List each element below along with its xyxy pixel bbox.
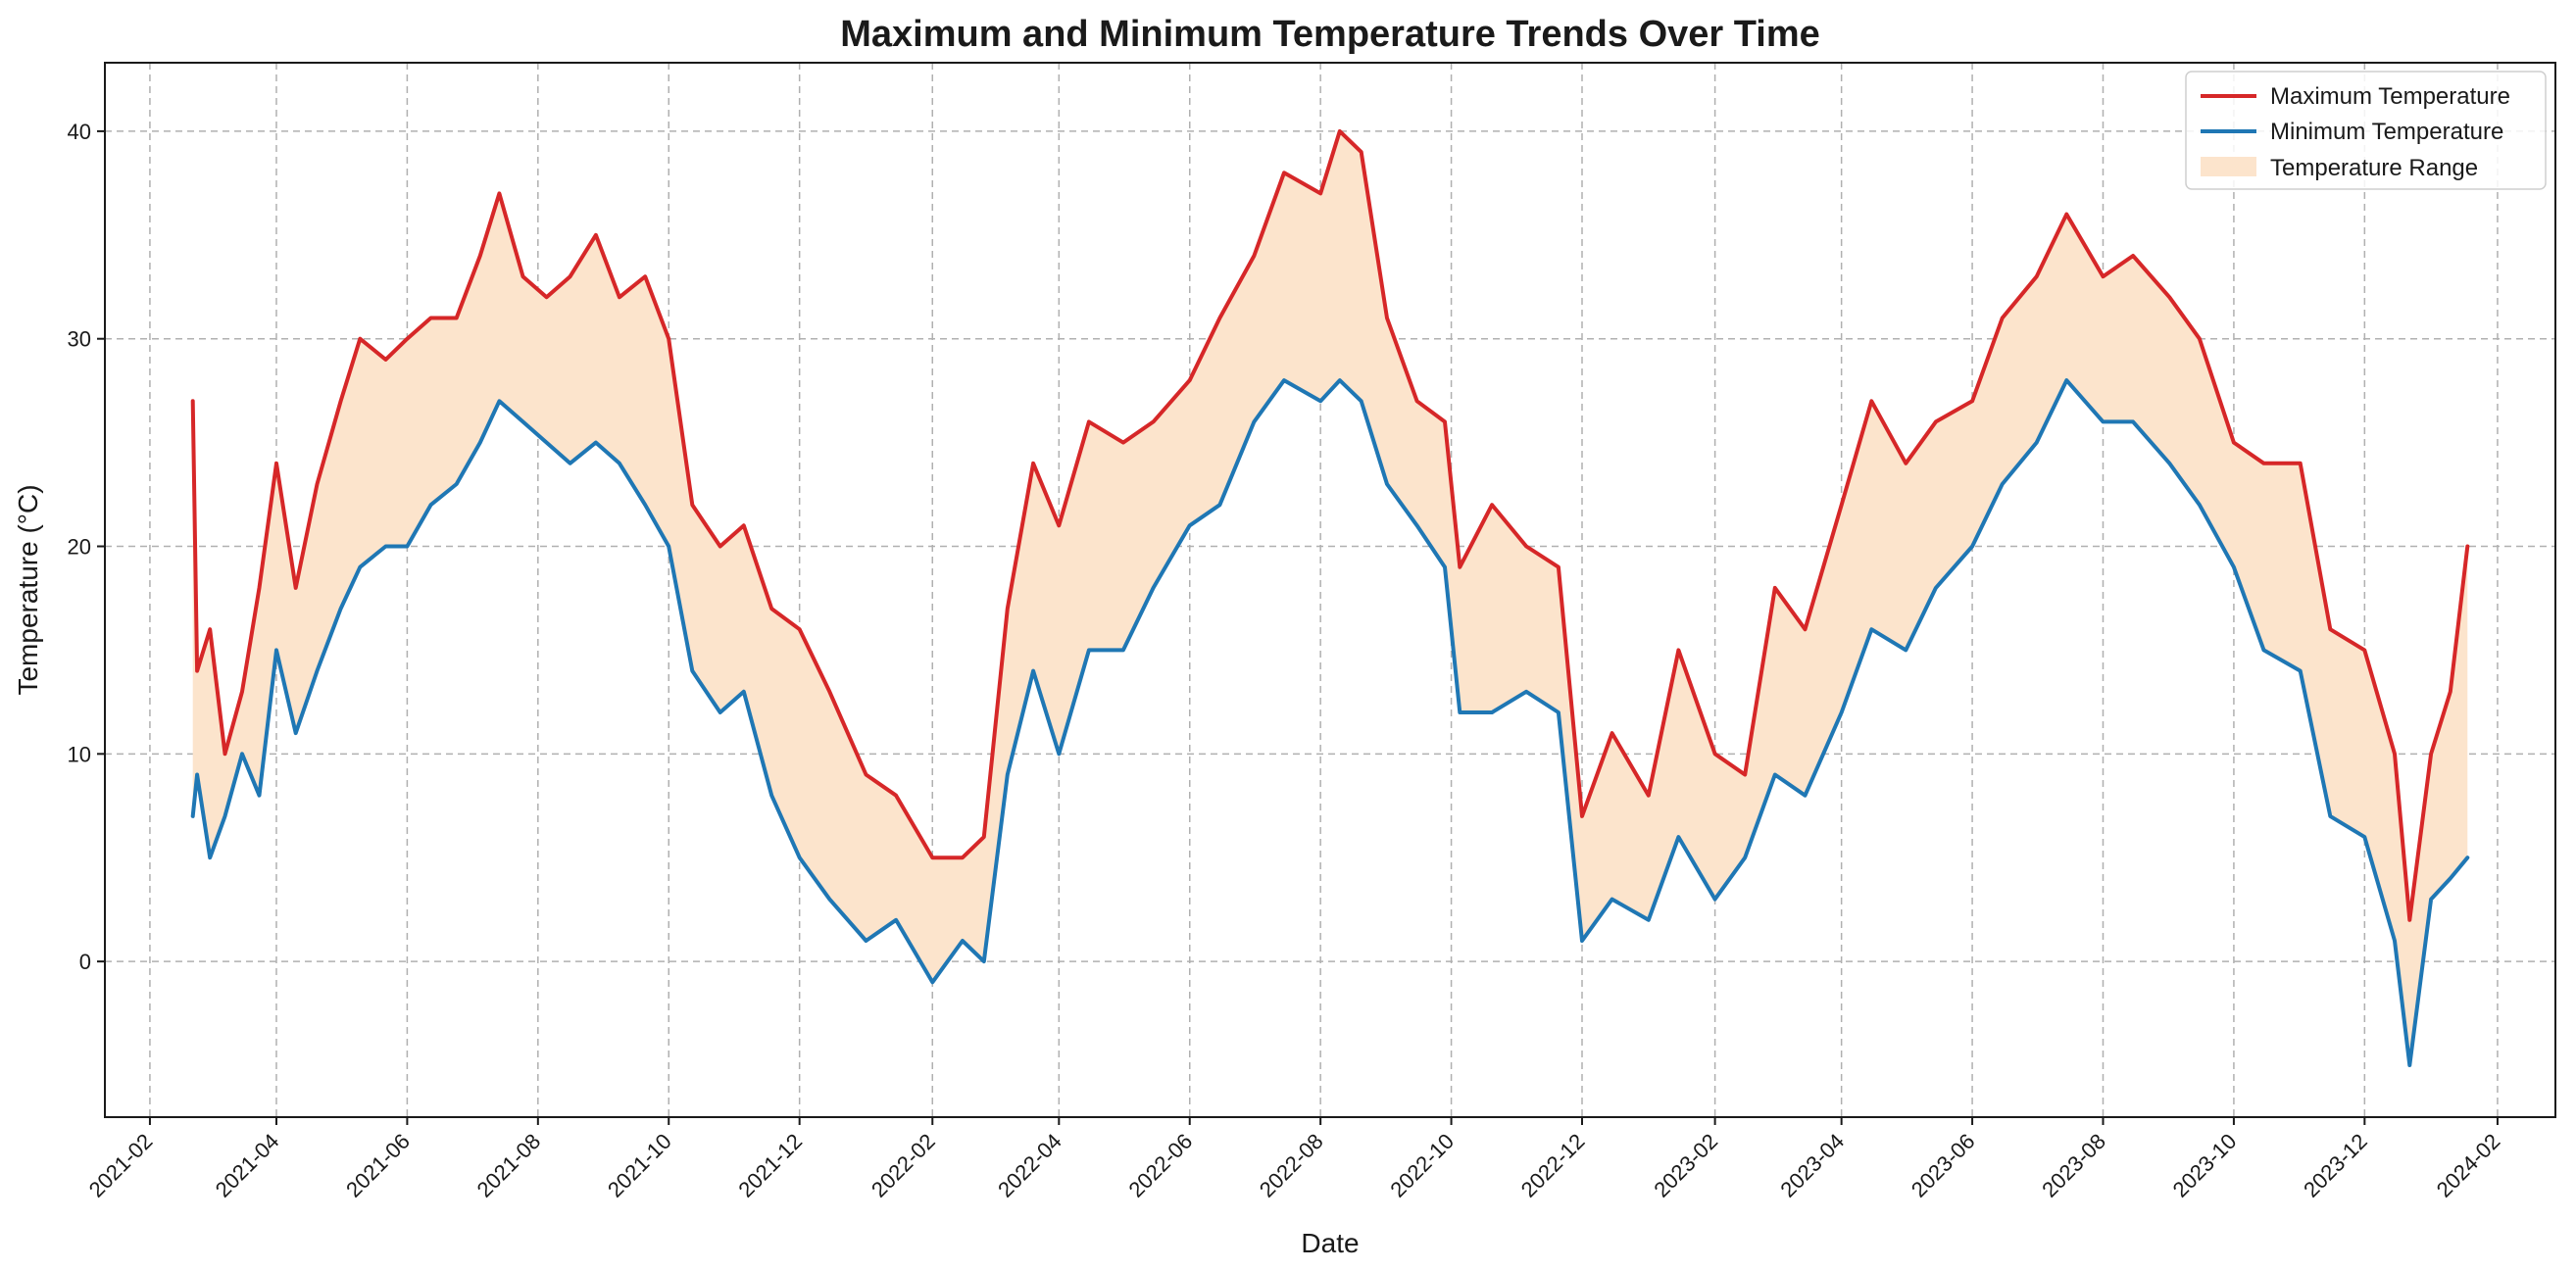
plot-area [190,128,2470,1067]
legend-swatch-temperature-range [2201,157,2256,176]
y-axis-label: Temperature (°C) [13,484,43,695]
legend-box [2185,71,2547,190]
chart-title: Maximum and Minimum Temperature Trends O… [840,14,1820,55]
maximum-temperature-line [190,128,2470,922]
y-tick-label: 20 [68,535,91,560]
axes-frame [104,62,2556,1118]
y-tick-label: 10 [68,742,91,766]
legend-label-maximum-temperature: Maximum Temperature [2270,83,2510,110]
temperature-range-area [192,130,2468,1065]
legend-label-temperature-range: Temperature Range [2270,155,2478,181]
legend-label-minimum-temperature: Minimum Temperature [2270,119,2503,145]
minimum-temperature-line [190,378,2470,1067]
x-axis-label: Date [1301,1228,1359,1258]
legend: Maximum Temperature Minimum Temperature … [2185,71,2547,190]
y-tick-label: 40 [68,120,91,144]
y-axis-ticks: 0 10 20 30 40 [68,120,105,974]
y-tick-label: 30 [68,327,91,352]
y-tick-label: 0 [79,950,91,974]
